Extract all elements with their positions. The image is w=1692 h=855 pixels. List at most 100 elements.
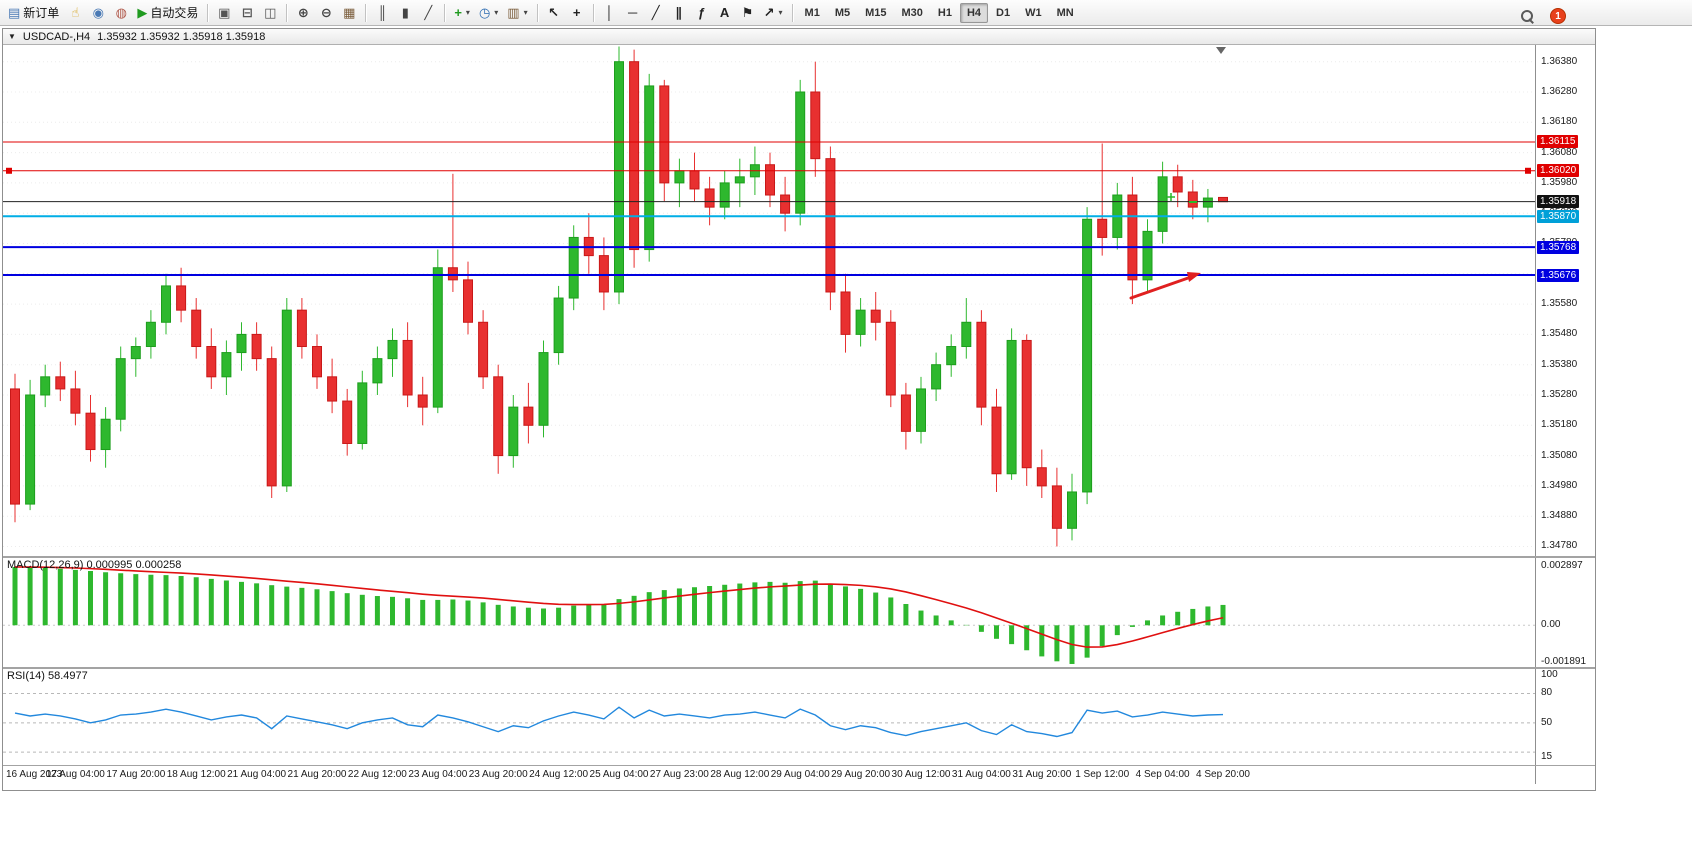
rsi-scale-100: 100	[1541, 669, 1558, 680]
toolbar-separator	[286, 3, 288, 22]
bar-chart-button[interactable]: ║	[371, 2, 393, 24]
zoom-out-button[interactable]: ⊖	[315, 2, 337, 24]
macd-axis[interactable]: 0.002897 0.00 -0.001891	[1535, 558, 1595, 667]
horizontal-line-button[interactable]: ─	[622, 2, 644, 24]
timeframe-d1-button[interactable]: D1	[996, 6, 1011, 19]
periods-button[interactable]: ◷ ▾	[475, 2, 502, 24]
main-toolbar: ▤ 新订单 ☝ ◉ ◍ ▶ 自动交易 ▣ ⊟ ◫ ⊕ ⊖ ▦ ║ ▮ ╱ + ▾ ◷ ▾ ▥ ▾ ↖ + │ ─ ╱ ∥ ƒ A ⚑ ↗ ▾ M1…	[0, 0, 1692, 26]
chart-ohlc-values: 1.35932 1.35932 1.35918 1.35918	[97, 30, 266, 43]
rsi-canvas[interactable]	[3, 669, 1535, 765]
time-axis-label: 16 Aug 2023	[6, 769, 63, 780]
timeframe-h1-button[interactable]: H1	[937, 6, 952, 19]
rsi-axis[interactable]: 100 80 50 15	[1535, 669, 1595, 765]
time-axis-label: 21 Aug 04:00	[227, 769, 287, 780]
time-axis-label: 23 Aug 04:00	[408, 769, 468, 780]
new-order-button[interactable]: ▤ 新订单	[4, 2, 63, 24]
refresh-button[interactable]: ◍	[110, 2, 132, 24]
candlestick-chart-button[interactable]: ▮	[394, 2, 416, 24]
timeframe-m5-button[interactable]: M5	[834, 6, 851, 19]
profiles-button[interactable]: ◉	[87, 2, 109, 24]
crosshair-icon: +	[572, 5, 581, 20]
toolbar-groups: ▤ 新订单 ☝ ◉ ◍ ▶ 自动交易 ▣ ⊟ ◫ ⊕ ⊖ ▦ ║ ▮ ╱ + ▾ ◷ ▾ ▥ ▾ ↖ + │ ─ ╱ ∥ ƒ A ⚑ ↗ ▾ M1…	[4, 2, 1081, 24]
fibonacci-icon: ƒ	[697, 5, 706, 20]
time-axis-label: 29 Aug 20:00	[831, 769, 891, 780]
chart-menu-icon[interactable]: ▼	[8, 32, 16, 41]
macd-name: MACD(12,26,9)	[7, 559, 84, 571]
price-axis-label: 1.35080	[1541, 449, 1578, 461]
macd-chart	[3, 566, 1535, 664]
dropdown-caret-icon[interactable]: ▾	[494, 8, 499, 17]
price-axis-label: 1.36380	[1541, 55, 1578, 67]
timeframe-m15-button[interactable]: M15	[865, 6, 887, 19]
time-axis-label: 30 Aug 12:00	[891, 769, 951, 780]
template-icon: ▥	[507, 5, 520, 20]
time-axis-label: 18 Aug 12:00	[166, 769, 226, 780]
tile-vertically-button[interactable]: ◫	[259, 2, 281, 24]
autotrading-button[interactable]: ▶ 自动交易	[133, 2, 202, 24]
horizontal-line-icon: ─	[628, 5, 638, 20]
rsi-scale-50: 50	[1541, 717, 1553, 728]
timeframe-m30-button[interactable]: M30	[901, 6, 923, 19]
price-axis-label: 1.34980	[1541, 479, 1578, 491]
time-axis-label: 31 Aug 20:00	[1012, 769, 1072, 780]
grid-button[interactable]: ▦	[338, 2, 360, 24]
toolbar-separator	[791, 3, 793, 22]
time-axis-label: 17 Aug 20:00	[106, 769, 166, 780]
timeframe-mn-button[interactable]: MN	[1056, 6, 1074, 19]
equidistant-channel-button[interactable]: ∥	[668, 2, 690, 24]
timeframe-w1-button[interactable]: W1	[1025, 6, 1042, 19]
toolbar-separator	[365, 3, 367, 22]
price-axis-label: 1.35580	[1541, 298, 1578, 310]
ohlc-bars-icon: ║	[377, 5, 387, 20]
timeframe-h4-button[interactable]: H4	[959, 2, 989, 23]
rsi-pane: RSI(14) 58.4977 100 80 50 15	[3, 669, 1595, 766]
vertical-line-button[interactable]: │	[599, 2, 621, 24]
search-button[interactable]	[1516, 5, 1538, 27]
price-axis-label: 1.35480	[1541, 328, 1578, 340]
cursor-icon: ↖	[548, 5, 560, 20]
rsi-chart	[3, 693, 1535, 753]
dropdown-caret-icon[interactable]: ▾	[778, 8, 783, 17]
price-axis-label: 1.35380	[1541, 358, 1578, 370]
tile-horizontally-button[interactable]: ⊟	[236, 2, 258, 24]
timeframe-m1-button[interactable]: M1	[804, 6, 820, 19]
price-line-tag: 1.35870	[1537, 209, 1580, 223]
flag-icon: ⚑	[741, 5, 754, 20]
templates-button[interactable]: ▥ ▾	[503, 2, 531, 24]
time-axis-label: 23 Aug 20:00	[468, 769, 528, 780]
text-button[interactable]: A	[714, 2, 736, 24]
zoom-out-icon: ⊖	[320, 5, 332, 20]
cursor-button[interactable]: ↖	[543, 2, 565, 24]
cascade-windows-button[interactable]: ▣	[213, 2, 235, 24]
rsi-label: RSI(14) 58.4977	[7, 670, 88, 682]
toolbar-separator	[207, 3, 209, 22]
vertical-line-icon: │	[605, 5, 614, 20]
macd-canvas[interactable]	[3, 558, 1535, 667]
macd-label: MACD(12,26,9) 0.000995 0.000258	[7, 559, 181, 571]
label-button[interactable]: ⚑	[737, 2, 759, 24]
dropdown-caret-icon[interactable]: ▾	[465, 8, 470, 17]
line-chart-button[interactable]: ╱	[417, 2, 439, 24]
arrows-button[interactable]: ↗ ▾	[760, 2, 787, 24]
price-axis[interactable]: 1.36380 1.36280 1.36180 1.36080 1.35980 1.358…	[1535, 45, 1595, 556]
dropdown-caret-icon[interactable]: ▾	[523, 8, 528, 17]
indicators-button[interactable]: + ▾	[450, 2, 474, 24]
crosshair-button[interactable]: +	[566, 2, 588, 24]
zoom-in-button[interactable]: ⊕	[292, 2, 314, 24]
price-axis-label: 1.34780	[1541, 540, 1578, 552]
notification-badge[interactable]: 1	[1550, 8, 1566, 24]
time-axis-corner	[1535, 766, 1595, 784]
time-axis-label: 21 Aug 20:00	[287, 769, 347, 780]
price-axis-label: 1.36080	[1541, 146, 1578, 158]
trendline-button[interactable]: ╱	[645, 2, 667, 24]
time-axis-label: 29 Aug 04:00	[770, 769, 830, 780]
macd-scale-min: -0.001891	[1541, 656, 1587, 667]
finger-icon: ☝	[71, 5, 80, 20]
time-axis[interactable]: 16 Aug 2023 17 Aug 04:00 17 Aug 20:00 18 Au…	[3, 766, 1595, 784]
main-chart-canvas[interactable]	[3, 45, 1535, 556]
chart-window: ▼ USDCAD-,H4 1.35932 1.35932 1.35918 1.3…	[2, 28, 1596, 791]
price-axis-label: 1.35180	[1541, 419, 1578, 431]
fibonacci-button[interactable]: ƒ	[691, 2, 713, 24]
mql5-community-button[interactable]: ☝	[64, 2, 86, 24]
